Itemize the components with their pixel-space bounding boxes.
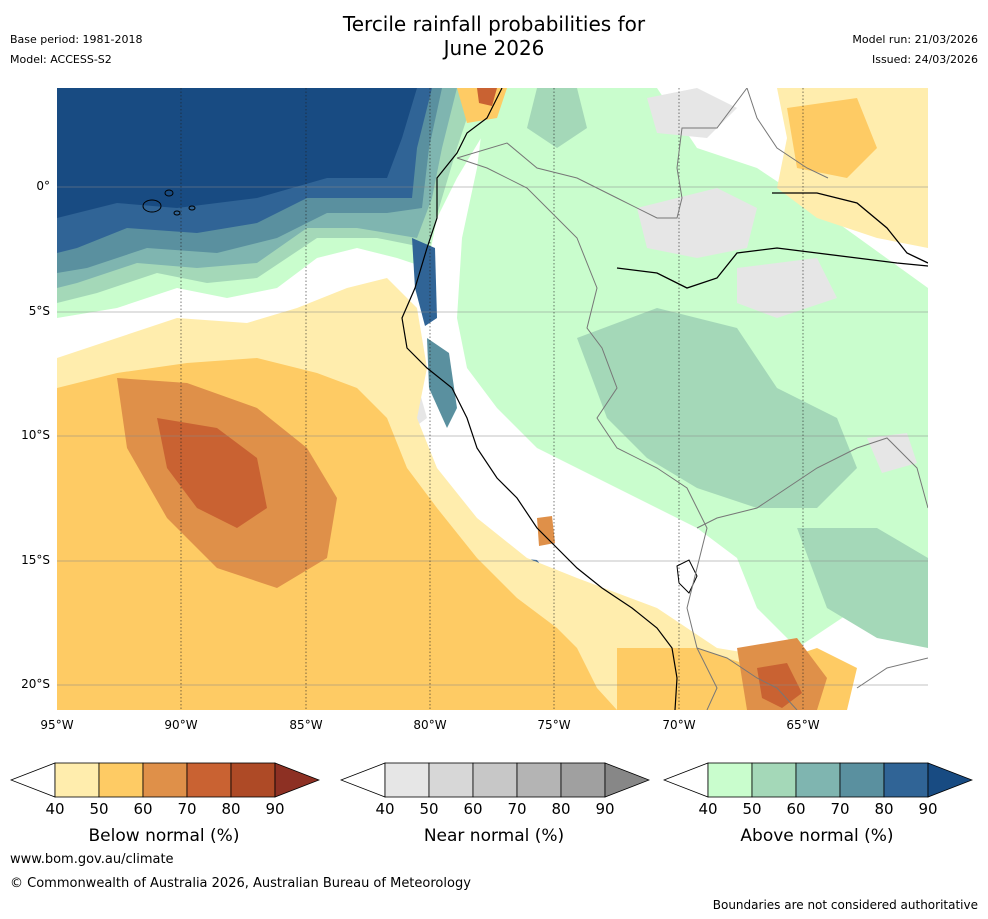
colorbar-tick-label: 40 — [45, 800, 65, 818]
colorbar-tick-label: 70 — [830, 800, 850, 818]
colorbar-title: Above normal (%) — [740, 826, 894, 846]
colorbar-tick-label: 80 — [221, 800, 241, 818]
footer-disclaimer: Boundaries are not considered authoritat… — [712, 898, 978, 912]
lon-label: 75°W — [537, 718, 571, 732]
meta-right: Model run: 21/03/2026 Issued: 24/03/2026 — [852, 30, 978, 70]
country-borders — [456, 88, 928, 710]
coastline — [401, 88, 678, 710]
footer-url: www.bom.gov.au/climate — [10, 852, 174, 867]
colorbar-tick-label: 40 — [375, 800, 395, 818]
colorbar-tick-label: 50 — [89, 800, 109, 818]
colorbar-tick-label: 60 — [786, 800, 806, 818]
colorbar-segment — [751, 762, 797, 798]
lat-label: 20°S — [21, 677, 50, 691]
colorbar-segment — [98, 762, 144, 798]
colorbar-segment — [384, 762, 430, 798]
chart-title: Tercile rainfall probabilities for June … — [0, 12, 988, 60]
colorbar-tick-label: 50 — [742, 800, 762, 818]
colorbar-tick-label: 60 — [133, 800, 153, 818]
lon-label: 65°W — [786, 718, 820, 732]
lat-label: 0° — [36, 179, 50, 193]
lon-label: 70°W — [662, 718, 696, 732]
colorbar-3 — [663, 762, 973, 798]
colorbar-segment — [428, 762, 474, 798]
title-line-1: Tercile rainfall probabilities for — [342, 12, 646, 36]
meta-left: Base period: 1981-2018 Model: ACCESS-S2 — [10, 30, 142, 70]
colorbar-tick-label: 40 — [698, 800, 718, 818]
colorbar-tick-label: 50 — [419, 800, 439, 818]
colorbar-extend-low — [663, 762, 709, 798]
lon-label: 85°W — [289, 718, 323, 732]
colorbar-segment — [839, 762, 885, 798]
colorbar-tick-label: 80 — [551, 800, 571, 818]
colorbar-segment — [516, 762, 562, 798]
colorbar-extend-low — [340, 762, 386, 798]
lat-label: 10°S — [21, 428, 50, 442]
lon-label: 90°W — [164, 718, 198, 732]
colorbar-segment — [707, 762, 753, 798]
colorbar-segment — [142, 762, 188, 798]
above-normal-region — [57, 88, 549, 580]
issued-text: Issued: 24/03/2026 — [871, 53, 978, 66]
title-line-2: June 2026 — [443, 36, 545, 60]
colorbar-segment — [795, 762, 841, 798]
colorbar-tick-label: 70 — [507, 800, 527, 818]
river — [616, 247, 928, 289]
colorbar-extend-low — [10, 762, 56, 798]
lon-label: 95°W — [40, 718, 74, 732]
colorbar-title: Near normal (%) — [423, 826, 565, 846]
rainfall-probability-map — [57, 88, 928, 710]
model-text: Model: ACCESS-S2 — [10, 53, 112, 66]
lon-label: 80°W — [413, 718, 447, 732]
colorbar-1 — [10, 762, 320, 798]
galapagos-islands — [142, 189, 196, 216]
colorbar-segment — [186, 762, 232, 798]
colorbar-2 — [340, 762, 650, 798]
colorbar-segment — [54, 762, 100, 798]
above-normal-land — [457, 88, 928, 648]
graticule — [57, 88, 928, 710]
lat-label: 5°S — [28, 304, 50, 318]
colorbar-tick-label: 90 — [265, 800, 285, 818]
colorbar-segment — [560, 762, 606, 798]
colorbar-segment — [883, 762, 929, 798]
colorbar-tick-label: 80 — [874, 800, 894, 818]
colorbar-tick-label: 70 — [177, 800, 197, 818]
colorbar-segment — [230, 762, 276, 798]
below-normal-region — [57, 88, 928, 710]
model-run-text: Model run: 21/03/2026 — [852, 33, 978, 46]
footer-copyright: © Commonwealth of Australia 2026, Austra… — [10, 876, 471, 891]
river-north — [772, 192, 928, 264]
colorbar-tick-label: 90 — [595, 800, 615, 818]
base-period-text: Base period: 1981-2018 — [10, 33, 143, 46]
colorbar-tick-label: 90 — [918, 800, 938, 818]
colorbar-extend-high — [274, 762, 320, 798]
colorbar-extend-high — [604, 762, 650, 798]
colorbar-extend-high — [927, 762, 973, 798]
colorbar-tick-label: 60 — [463, 800, 483, 818]
lat-label: 15°S — [21, 553, 50, 567]
colorbar-segment — [472, 762, 518, 798]
colorbar-title: Below normal (%) — [88, 826, 240, 846]
